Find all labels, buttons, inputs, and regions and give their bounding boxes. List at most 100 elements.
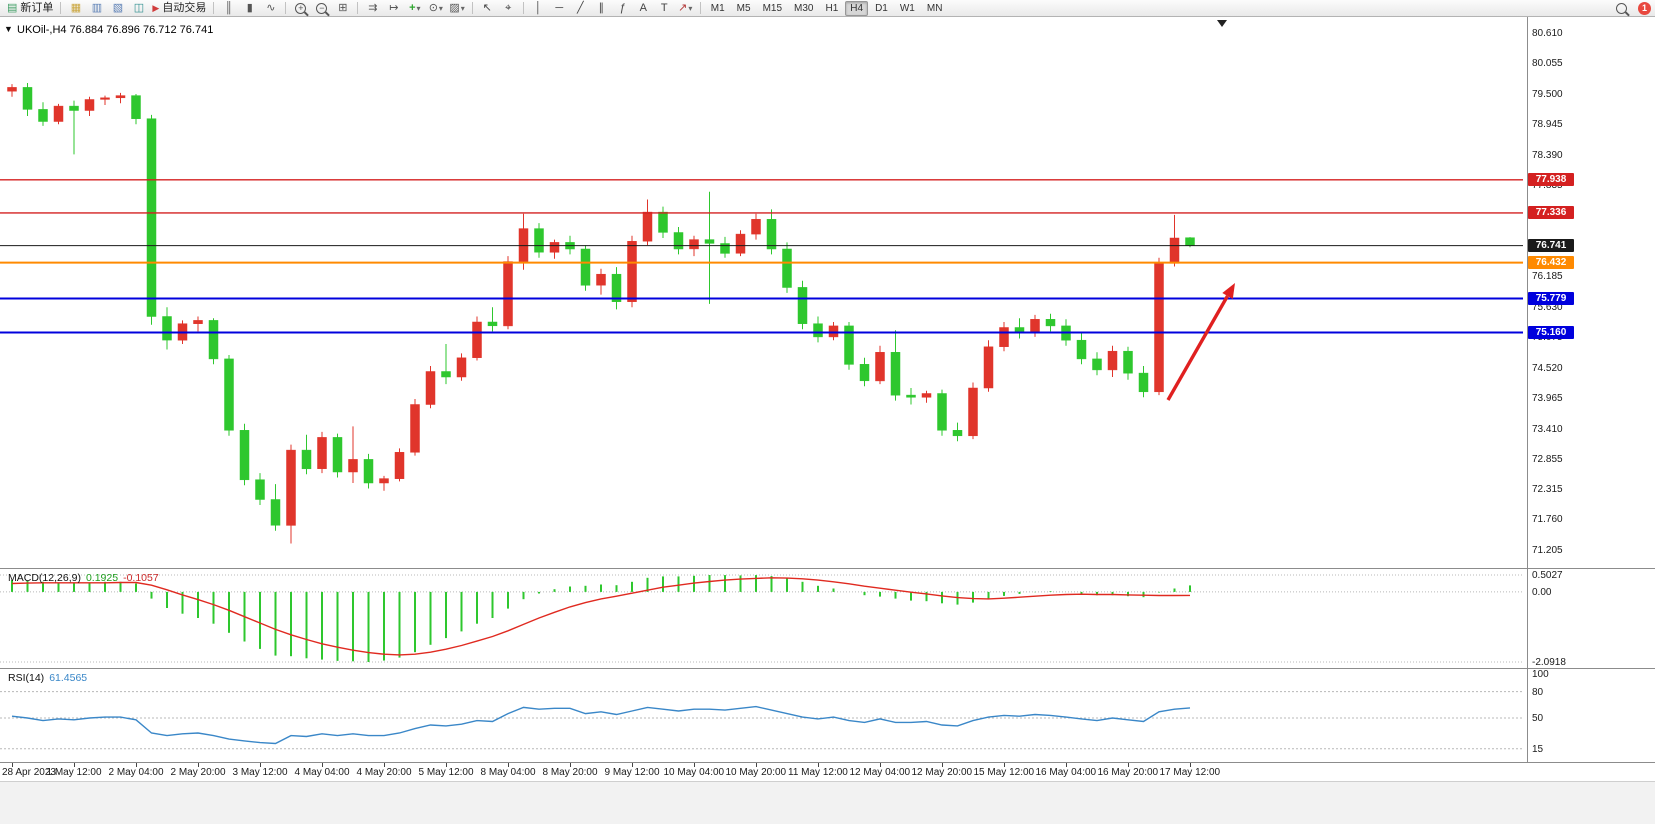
horizontal-line-tool-button[interactable]: ─ <box>550 1 569 16</box>
time-axis-label: 2 May 04:00 <box>108 767 164 778</box>
line-chart-button[interactable]: ∿ <box>261 1 280 16</box>
price-tick-label: 73.410 <box>1532 424 1563 435</box>
time-axis-tick <box>1066 763 1067 767</box>
timeframe-mn[interactable]: MN <box>926 2 943 14</box>
time-axis-tick <box>570 763 571 767</box>
price-axis[interactable]: 80.61080.05579.50078.94578.39077.83577.2… <box>1527 17 1655 762</box>
price-tick-label: 76.185 <box>1532 271 1563 282</box>
rsi-axis-label: 100 <box>1532 669 1549 680</box>
auto-trading-icon: ▶ <box>152 2 160 13</box>
time-axis-tick <box>818 763 819 767</box>
time-axis-tick <box>446 763 447 767</box>
chart-symbol-ohlc-header: UKOil-,H4 76.884 76.896 76.712 76.741 <box>17 24 214 36</box>
bar-chart-button[interactable]: ║ <box>219 1 238 16</box>
timeframe-m1[interactable]: M1 <box>710 2 725 14</box>
search-button[interactable] <box>1612 1 1631 16</box>
zoom-in-button[interactable]: + <box>291 1 310 16</box>
time-axis-tick <box>74 763 75 767</box>
time-axis-label: 28 Apr 2023 <box>2 767 56 778</box>
auto-scroll-button[interactable]: ⇉ <box>363 1 382 16</box>
arrows-tool-icon: ↗ <box>678 1 688 14</box>
time-axis-label: 17 May 12:00 <box>1159 767 1221 778</box>
rsi-name: RSI(14) <box>8 672 45 684</box>
timeframe-d1[interactable]: D1 <box>875 2 888 14</box>
rsi-chart[interactable] <box>0 669 1527 762</box>
macd-chart[interactable] <box>0 569 1527 668</box>
time-axis-label: 4 May 04:00 <box>294 767 350 778</box>
time-axis-label: 8 May 20:00 <box>542 767 598 778</box>
pane-separator[interactable] <box>0 568 1655 569</box>
timeframe-m5[interactable]: M5 <box>736 2 751 14</box>
candlestick-chart[interactable] <box>0 17 1527 568</box>
crosshair-button[interactable]: ⌖ <box>499 1 518 16</box>
rsi-value: 61.4565 <box>49 672 88 684</box>
text-label-tool-button[interactable]: T <box>655 1 674 16</box>
time-axis-tick <box>880 763 881 767</box>
chevron-down-icon: ▾ <box>688 3 693 13</box>
time-axis-tick <box>12 763 13 767</box>
data-window-icon: ▥ <box>91 1 103 14</box>
auto-scroll-icon: ⇉ <box>368 1 378 14</box>
price-level-badge: 77.336 <box>1528 206 1574 219</box>
auto-trading-button[interactable]: ▶ 自动交易 <box>150 1 208 16</box>
time-axis-tick <box>384 763 385 767</box>
candlestick-chart-button[interactable]: ▮ <box>240 1 259 16</box>
time-axis-tick <box>1004 763 1005 767</box>
notification-badge[interactable]: 1 <box>1638 1 1651 15</box>
price-tick-label: 80.610 <box>1532 28 1563 39</box>
timeframe-h1[interactable]: H1 <box>825 2 839 14</box>
price-level-badge: 75.779 <box>1528 292 1574 305</box>
pane-separator[interactable] <box>0 668 1655 669</box>
timeframe-h4[interactable]: H4 <box>845 0 869 16</box>
time-axis-label: 16 May 04:00 <box>1035 767 1097 778</box>
arrows-tool-button[interactable]: ↗ ▾ <box>676 1 695 16</box>
toolbar-separator <box>60 2 62 14</box>
one-click-trading-toggle[interactable]: ▼ <box>4 24 13 34</box>
time-axis-label: 10 May 20:00 <box>725 767 787 778</box>
price-tick-label: 71.760 <box>1532 514 1563 525</box>
grid-button[interactable]: ⊞ <box>333 1 352 16</box>
timeframe-w1[interactable]: W1 <box>899 2 915 14</box>
cursor-button[interactable]: ↖ <box>478 1 497 16</box>
horizontal-line-icon: ─ <box>555 1 564 14</box>
trendline-tool-button[interactable]: ╱ <box>571 1 590 16</box>
macd-indicator-label: MACD(12,26,9) 0.1925 -0.1057 <box>8 572 159 584</box>
macd-axis-label: 0.5027 <box>1532 570 1563 581</box>
main-toolbar: ▤ 新订单 ▦ ▥ ▧ ◫ ▶ 自动交易 ║ ▮ ∿ + − ⊞ ⇉ ↦ + ▾ … <box>0 0 1655 17</box>
timeframe-m15[interactable]: M15 <box>762 2 783 14</box>
terminal-button[interactable]: ◫ <box>129 1 148 16</box>
line-chart-icon: ∿ <box>266 1 276 14</box>
zoom-out-button[interactable]: − <box>312 1 331 16</box>
time-axis[interactable]: 28 Apr 2023 1 May 12:00 2 May 04:00 2 May 2… <box>0 763 1655 781</box>
rsi-axis-label: 50 <box>1532 713 1544 724</box>
price-tick-label: 72.855 <box>1532 454 1563 465</box>
fibonacci-tool-button[interactable]: ƒ <box>613 1 632 16</box>
channel-tool-button[interactable]: ∥ <box>592 1 611 16</box>
toolbar-separator <box>285 2 287 14</box>
vertical-line-tool-button[interactable]: │ <box>529 1 548 16</box>
periods-button[interactable]: ⊙ ▾ <box>426 1 445 16</box>
vertical-line-icon: │ <box>534 1 542 14</box>
navigator-button[interactable]: ▧ <box>108 1 127 16</box>
new-order-label: 新订单 <box>20 1 54 14</box>
channel-icon: ∥ <box>598 1 605 14</box>
templates-button[interactable]: ▨ ▾ <box>447 1 466 16</box>
market-watch-button[interactable]: ▦ <box>66 1 85 16</box>
crosshair-icon: ⌖ <box>505 1 512 14</box>
rsi-axis-label: 80 <box>1532 687 1544 698</box>
timeframe-m30[interactable]: M30 <box>794 2 814 14</box>
toolbar-separator <box>699 2 701 14</box>
cursor-icon: ↖ <box>482 1 492 14</box>
indicators-button[interactable]: + ▾ <box>405 1 424 16</box>
text-tool-button[interactable]: A <box>634 1 653 16</box>
new-order-button[interactable]: ▤ 新订单 <box>5 1 55 16</box>
macd-signal-value: -0.1057 <box>123 572 159 584</box>
price-tick-label: 75.630 <box>1532 302 1563 313</box>
time-axis-tick <box>1128 763 1129 767</box>
text-icon: A <box>639 1 647 14</box>
data-window-button[interactable]: ▥ <box>87 1 106 16</box>
time-axis-tick <box>632 763 633 767</box>
time-axis-label: 11 May 12:00 <box>788 767 848 778</box>
chart-shift-button[interactable]: ↦ <box>384 1 403 16</box>
text-label-icon: T <box>660 1 668 14</box>
